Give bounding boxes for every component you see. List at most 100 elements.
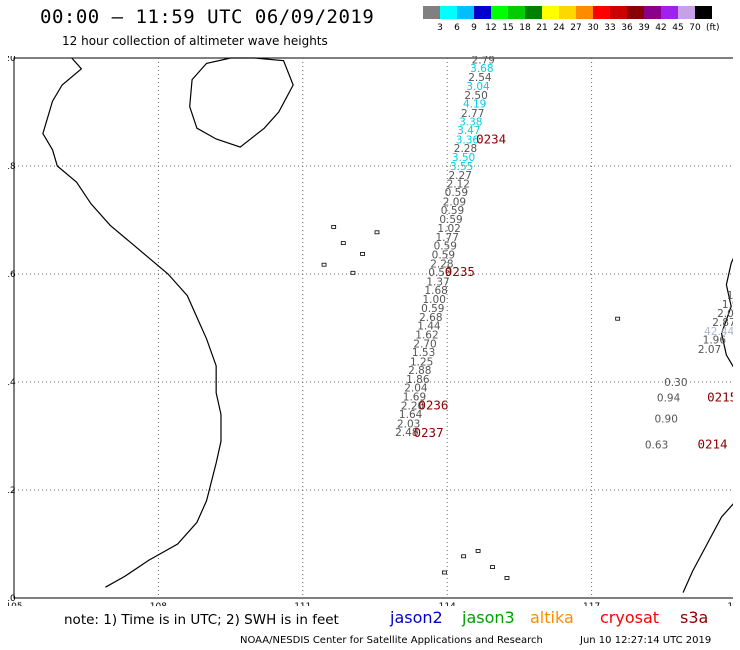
y-tick-label: 20 [8,56,16,64]
wave-height-value: 0.59 [434,241,457,253]
wave-height-value: 1.86 [406,374,430,386]
x-tick-label: 114 [439,602,456,606]
color-scale-label: 45 [672,23,684,33]
coastline-palawan [682,503,733,593]
wave-height-value: 0.30 [664,377,687,389]
wave-height-value: 0.59 [432,249,455,261]
island [374,230,380,235]
x-tick-label: 108 [150,602,167,606]
color-swatch [644,6,661,19]
island [331,224,337,229]
legend-jason2: jason2 [390,608,443,627]
x-tick-label: 120 [727,602,733,606]
altimeter-map: 1051081111141171202018161412102.793.682.… [8,56,733,606]
legend-cryosat: cryosat [600,608,660,627]
wave-height-value: 1.68 [424,285,447,297]
footer-note: note: 1) Time is in UTC; 2) SWH is in fe… [64,612,339,628]
wave-height-value: 1.02 [437,223,460,235]
color-scale-label: 15 [502,23,514,33]
island [490,565,495,570]
y-tick-label: 18 [8,162,16,172]
wave-height-value: 1.67 [727,290,733,302]
wave-height-value: 2.79 [472,56,495,66]
wave-height-value: 2.54 [468,72,492,84]
color-scale-label: 42 [655,23,667,33]
color-swatch [542,6,559,19]
wave-height-value: 3.50 [452,152,475,164]
color-swatch [525,6,542,19]
map-frame [13,57,733,599]
wave-height-value: 2.77 [461,108,484,120]
island [360,251,365,256]
coastline-vietnam [42,57,222,588]
pass-time-label: 0237 [414,425,444,440]
wave-height-value: 3.04 [466,81,490,93]
color-swatch [627,6,644,19]
coastline-hainan [189,57,294,148]
legend-s3a: s3a [680,608,709,627]
island [461,554,467,559]
wave-height-value: 3.68 [470,63,493,75]
wave-height-value: 1.77 [436,232,459,244]
color-scale-label: 30 [587,23,599,33]
wave-height-value: 0.59 [428,267,451,279]
color-swatch [610,6,627,19]
y-tick-label: 14 [8,378,16,388]
color-swatch [576,6,593,19]
pass-time-label: 0215 [707,389,733,404]
wave-height-value: 2.88 [408,365,431,377]
color-scale-label: 39 [638,23,650,33]
wave-height-value: 2.28 [430,259,453,271]
map-title: 00:00 – 11:59 UTC 06/09/2019 [40,6,375,28]
color-scale-label: 24 [553,23,565,33]
wave-height-value: 2.07 [698,344,721,356]
wave-height-value: 1.37 [426,276,449,288]
color-scale-label: 27 [570,23,582,33]
wave-height-value: 3.36 [456,134,480,146]
wave-height-value: 0.59 [441,205,464,217]
island [475,548,481,553]
color-swatch [678,6,695,19]
island [615,316,621,321]
y-tick-label: 10 [8,594,16,604]
island [321,262,327,267]
wave-height-value: 3.38 [459,117,482,129]
credit-line: NOAA/NESDIS Center for Satellite Applica… [240,635,543,646]
color-scale-label: 3 [437,23,443,33]
color-swatch [593,6,610,19]
coastline-luzon [720,257,733,368]
color-scale-label: 18 [519,23,531,33]
wave-height-value: 1.69 [403,391,426,403]
wave-height-value: 1.96 [703,335,727,347]
wave-height-value: 2.03 [397,418,420,430]
color-swatch [423,6,440,19]
color-scale-unit: (ft) [706,23,720,33]
color-swatch [559,6,576,19]
color-scale-label: 9 [471,23,477,33]
color-scale-label: 6 [454,23,460,33]
wave-height-value: 0.59 [445,187,468,199]
wave-height-value: 2.50 [464,90,487,102]
color-swatch [474,6,491,19]
color-swatch [457,6,474,19]
wave-height-value: 1.62 [415,329,438,341]
color-scale-label: 70 [689,23,701,33]
island [340,241,346,246]
wave-height-value: 2.48 [395,427,418,439]
wave-height-value: 1.53 [412,347,435,359]
pass-time-label: 0235 [445,264,475,279]
island [350,270,356,275]
y-tick-label: 16 [8,270,16,280]
wave-height-value: 0.90 [655,414,678,426]
wave-height-value: 42.44 [704,326,733,338]
wave-height-value: 2.87 [712,317,733,329]
island [504,576,510,580]
color-swatch [661,6,678,19]
wave-height-value: 1.98 [722,299,733,311]
wave-height-value: 0.59 [439,214,462,226]
wave-height-value: 2.20 [401,401,424,413]
wave-height-value: 1.25 [410,356,433,368]
legend-jason3: jason3 [462,608,515,627]
wave-height-value: 1.00 [423,294,446,306]
pass-time-label: 0236 [418,398,448,413]
